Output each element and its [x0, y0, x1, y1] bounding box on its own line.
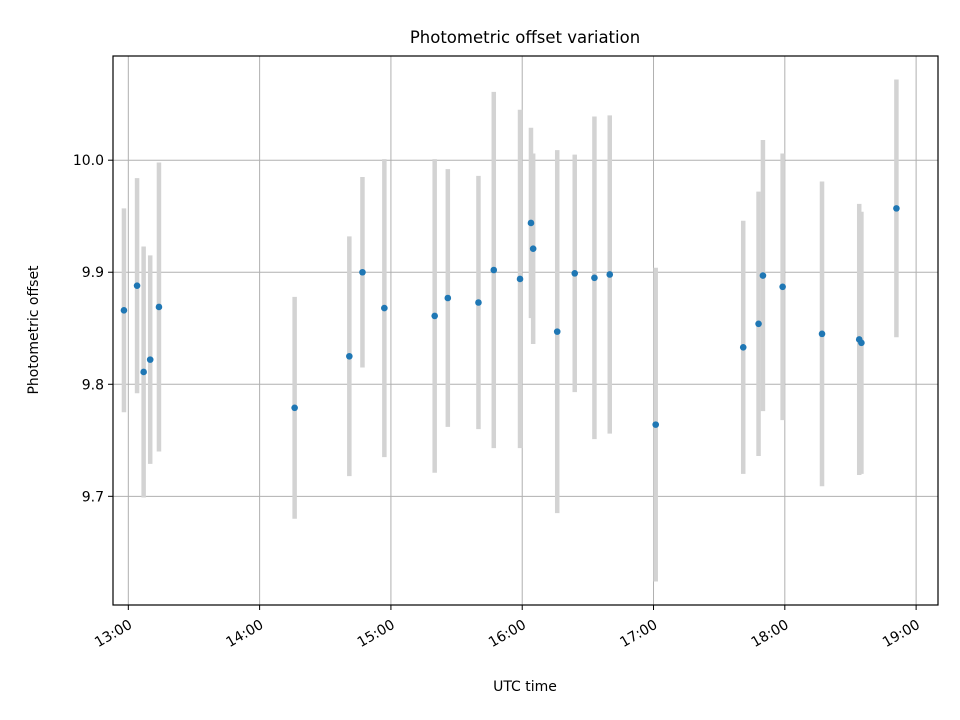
y-tick-label: 9.7	[82, 489, 104, 505]
data-point	[527, 219, 535, 227]
data-point	[818, 330, 826, 338]
x-axis-label: UTC time	[493, 679, 557, 695]
data-point	[475, 299, 482, 306]
y-axis-label: Photometric offset	[26, 265, 42, 395]
data-point	[120, 307, 128, 314]
data-point	[346, 352, 353, 360]
y-tick-label: 10.0	[73, 153, 104, 169]
data-point	[571, 270, 579, 277]
data-point	[755, 320, 762, 328]
plot-frame	[112, 55, 939, 606]
data-point	[381, 304, 388, 312]
data-point	[739, 344, 747, 351]
data-point	[759, 272, 767, 279]
data-point	[652, 421, 660, 428]
data-point	[893, 205, 900, 212]
data-point	[431, 312, 438, 320]
y-axis-ticks: 9.7 9.8 9.9 10.0	[73, 153, 113, 505]
y-tick-label: 9.9	[82, 265, 104, 281]
data-point	[155, 303, 163, 311]
chart-title: Photometric offset variation	[410, 28, 640, 47]
data-point	[529, 245, 537, 253]
data-point	[553, 328, 561, 335]
data-point	[359, 268, 366, 276]
data-point	[140, 368, 147, 376]
data-point	[444, 294, 452, 302]
data-point	[146, 356, 154, 363]
data-points	[120, 205, 900, 428]
data-point	[490, 266, 498, 274]
data-point	[591, 274, 598, 282]
data-point	[606, 271, 614, 278]
y-tick-label: 9.8	[82, 377, 104, 393]
data-point	[291, 404, 298, 412]
data-point	[516, 275, 524, 283]
data-point	[779, 283, 786, 291]
data-point	[133, 282, 141, 289]
data-point	[858, 339, 865, 347]
grid-lines	[113, 56, 938, 605]
